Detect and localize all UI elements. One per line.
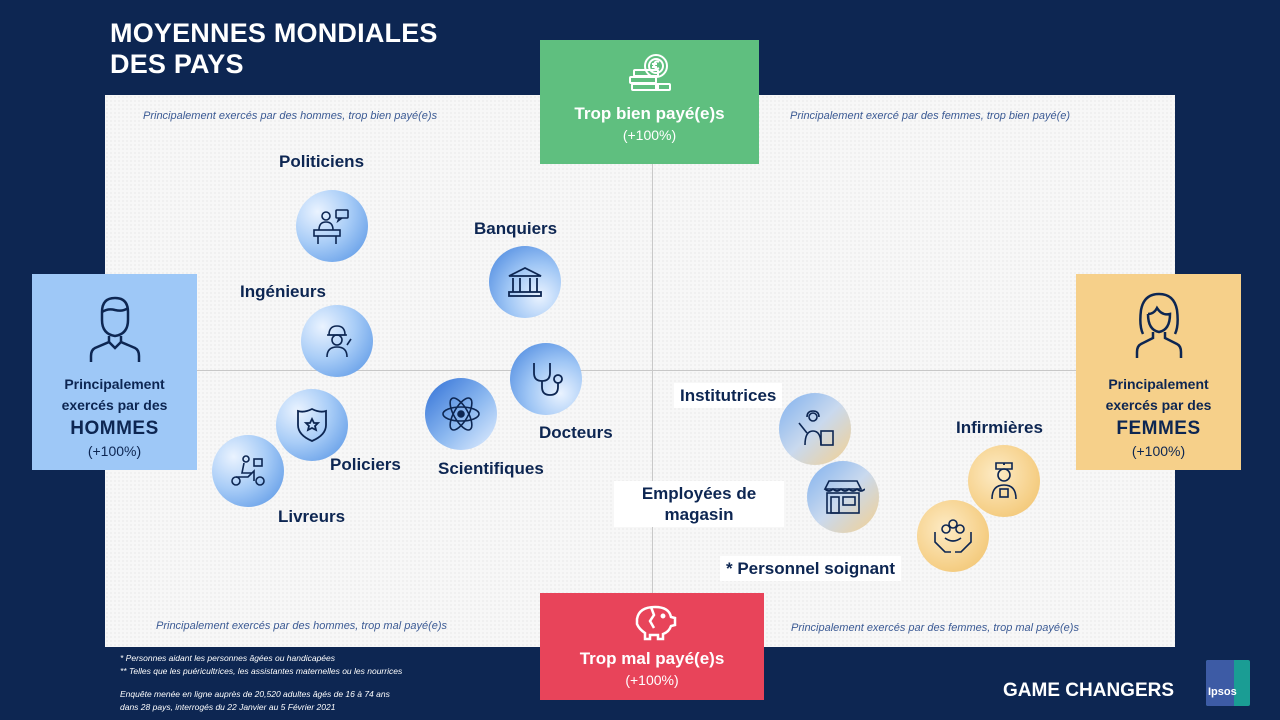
- female-big: FEMMES: [1116, 418, 1201, 439]
- label-policiers: Policiers: [330, 455, 401, 474]
- label-personnel-soignant: * Personnel soignant: [720, 556, 902, 581]
- label-infirmieres: Infirmières: [956, 418, 1043, 437]
- vertical-axis: [652, 150, 653, 600]
- atom-icon: [425, 378, 497, 450]
- horizontal-axis: [195, 370, 1080, 371]
- ipsos-logo: Ipsos: [1206, 660, 1250, 706]
- plot-area: [105, 95, 1175, 647]
- shop-icon: [807, 461, 879, 533]
- label-employees: Employées de magasin: [614, 481, 784, 527]
- page-title: MOYENNES MONDIALES DES PAYS: [110, 18, 438, 80]
- title-line-1: MOYENNES MONDIALES: [110, 18, 438, 48]
- money-coins-icon: [540, 50, 759, 98]
- female-line-2: exercés par des: [1105, 397, 1212, 413]
- label-politiciens: Politiciens: [279, 152, 365, 171]
- male-big: HOMMES: [70, 418, 159, 439]
- underpaid-box: Trop mal payé(e)s (+100%): [540, 593, 764, 700]
- male-sub: (+100%): [87, 443, 142, 459]
- quadrant-label-top-right: Principalement exercé par des femmes, tr…: [790, 110, 1071, 122]
- footnote-2: ** Telles que les puéricultrices, les as…: [120, 666, 403, 676]
- label-employees-line-1: Employées de: [641, 484, 757, 503]
- broken-piggy-bank-icon: [540, 601, 764, 641]
- label-livreurs: Livreurs: [278, 507, 346, 526]
- overpaid-title: Trop bien payé(e)s: [574, 104, 725, 123]
- underpaid-sub: (+100%): [625, 672, 679, 688]
- overpaid-box: Trop bien payé(e)s (+100%): [540, 40, 759, 164]
- quadrant-label-bottom-right: Principalement exercés par des femmes, t…: [791, 622, 1079, 634]
- female-line-1: Principalement: [1108, 376, 1209, 392]
- woman-icon: [1076, 290, 1241, 362]
- label-employees-line-2: magasin: [664, 505, 734, 524]
- label-ingenieurs: Ingénieurs: [240, 282, 326, 301]
- overpaid-sub: (+100%): [622, 127, 677, 143]
- female-box: Principalement exercés par des FEMMES (+…: [1076, 274, 1241, 470]
- underpaid-title: Trop mal payé(e)s: [579, 649, 725, 668]
- male-line-2: exercés par des: [61, 397, 168, 413]
- footnote-4: dans 28 pays, interrogés du 22 Janvier a…: [120, 702, 336, 712]
- footnote-3: Enquête menée en ligne auprès de 20,520 …: [120, 689, 390, 699]
- stethoscope-icon: [510, 343, 582, 415]
- game-changers-tagline: GAME CHANGERS: [1003, 680, 1175, 701]
- label-docteurs: Docteurs: [539, 423, 613, 442]
- female-sub: (+100%): [1131, 443, 1186, 459]
- care-hands-icon: [917, 500, 989, 572]
- quadrant-label-top-left: Principalement exercés par des hommes, t…: [143, 110, 438, 122]
- engineer-icon: [301, 305, 373, 377]
- police-badge-icon: [276, 389, 348, 461]
- politician-icon: [296, 190, 368, 262]
- quadrant-label-bottom-left: Principalement exercés par des hommes, t…: [156, 620, 448, 632]
- man-icon: [32, 292, 197, 364]
- delivery-scooter-icon: [212, 435, 284, 507]
- label-banquiers: Banquiers: [474, 219, 558, 238]
- label-institutrices: Institutrices: [674, 383, 783, 408]
- nurse-icon: [968, 445, 1040, 517]
- label-scientifiques: Scientifiques: [438, 459, 544, 478]
- male-box: Principalement exercés par des HOMMES (+…: [32, 274, 197, 470]
- footnote-1: * Personnes aidant les personnes âgées o…: [120, 653, 336, 663]
- title-line-2: DES PAYS: [110, 49, 244, 79]
- male-line-1: Principalement: [64, 376, 165, 392]
- bank-icon: [489, 246, 561, 318]
- teacher-icon: [779, 393, 851, 465]
- ipsos-logo-text: Ipsos: [1208, 686, 1237, 698]
